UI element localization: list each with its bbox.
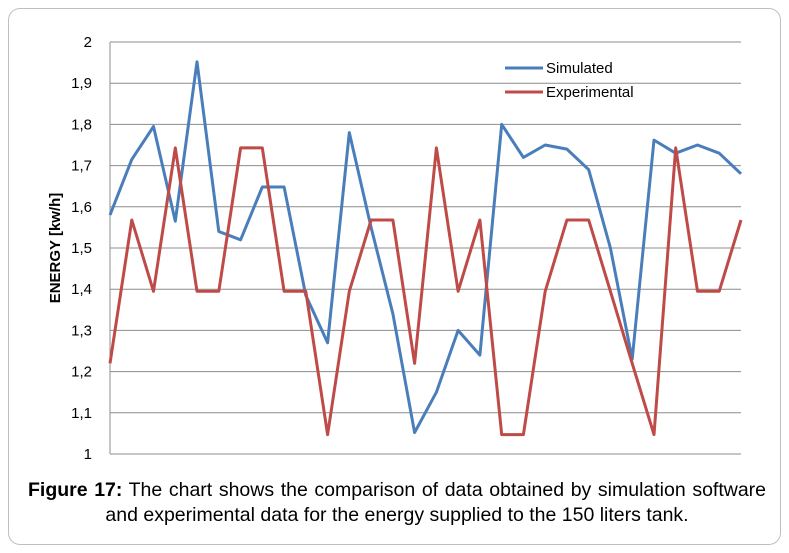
y-tick-label: 1,8 <box>71 116 92 133</box>
y-tick-label: 1 <box>84 446 92 463</box>
y-tick-label: 1,6 <box>71 199 92 216</box>
gridlines <box>109 41 741 455</box>
y-tick-label: 1,5 <box>71 240 92 257</box>
figure-caption: Figure 17: The chart shows the compariso… <box>28 478 766 528</box>
y-tick-label: 2 <box>84 34 92 51</box>
figure-frame <box>8 8 781 545</box>
y-axis-label: ENERGY [kw/h] <box>47 193 64 304</box>
y-tick-label: 1,9 <box>71 75 92 92</box>
series-line-simulated <box>108 60 743 435</box>
legend-label-simulated: Simulated <box>546 60 613 77</box>
y-tick-label: 1,7 <box>71 158 92 175</box>
y-tick-labels: 1 1,1 1,2 1,3 1,4 1,5 1,6 1,7 1,8 1,9 2 <box>71 34 92 463</box>
figure-label: Figure 17: <box>28 479 123 501</box>
data-series <box>108 60 743 437</box>
figure-caption-text: The chart shows the comparison of data o… <box>105 479 767 526</box>
legend: Simulated Experimental <box>505 60 634 101</box>
legend-label-experimental: Experimental <box>546 84 634 101</box>
series-line-experimental <box>108 146 743 437</box>
y-tick-label: 1,4 <box>71 281 92 298</box>
y-tick-label: 1,1 <box>71 405 92 422</box>
y-tick-label: 1,2 <box>71 364 92 381</box>
y-tick-label: 1,3 <box>71 322 92 339</box>
